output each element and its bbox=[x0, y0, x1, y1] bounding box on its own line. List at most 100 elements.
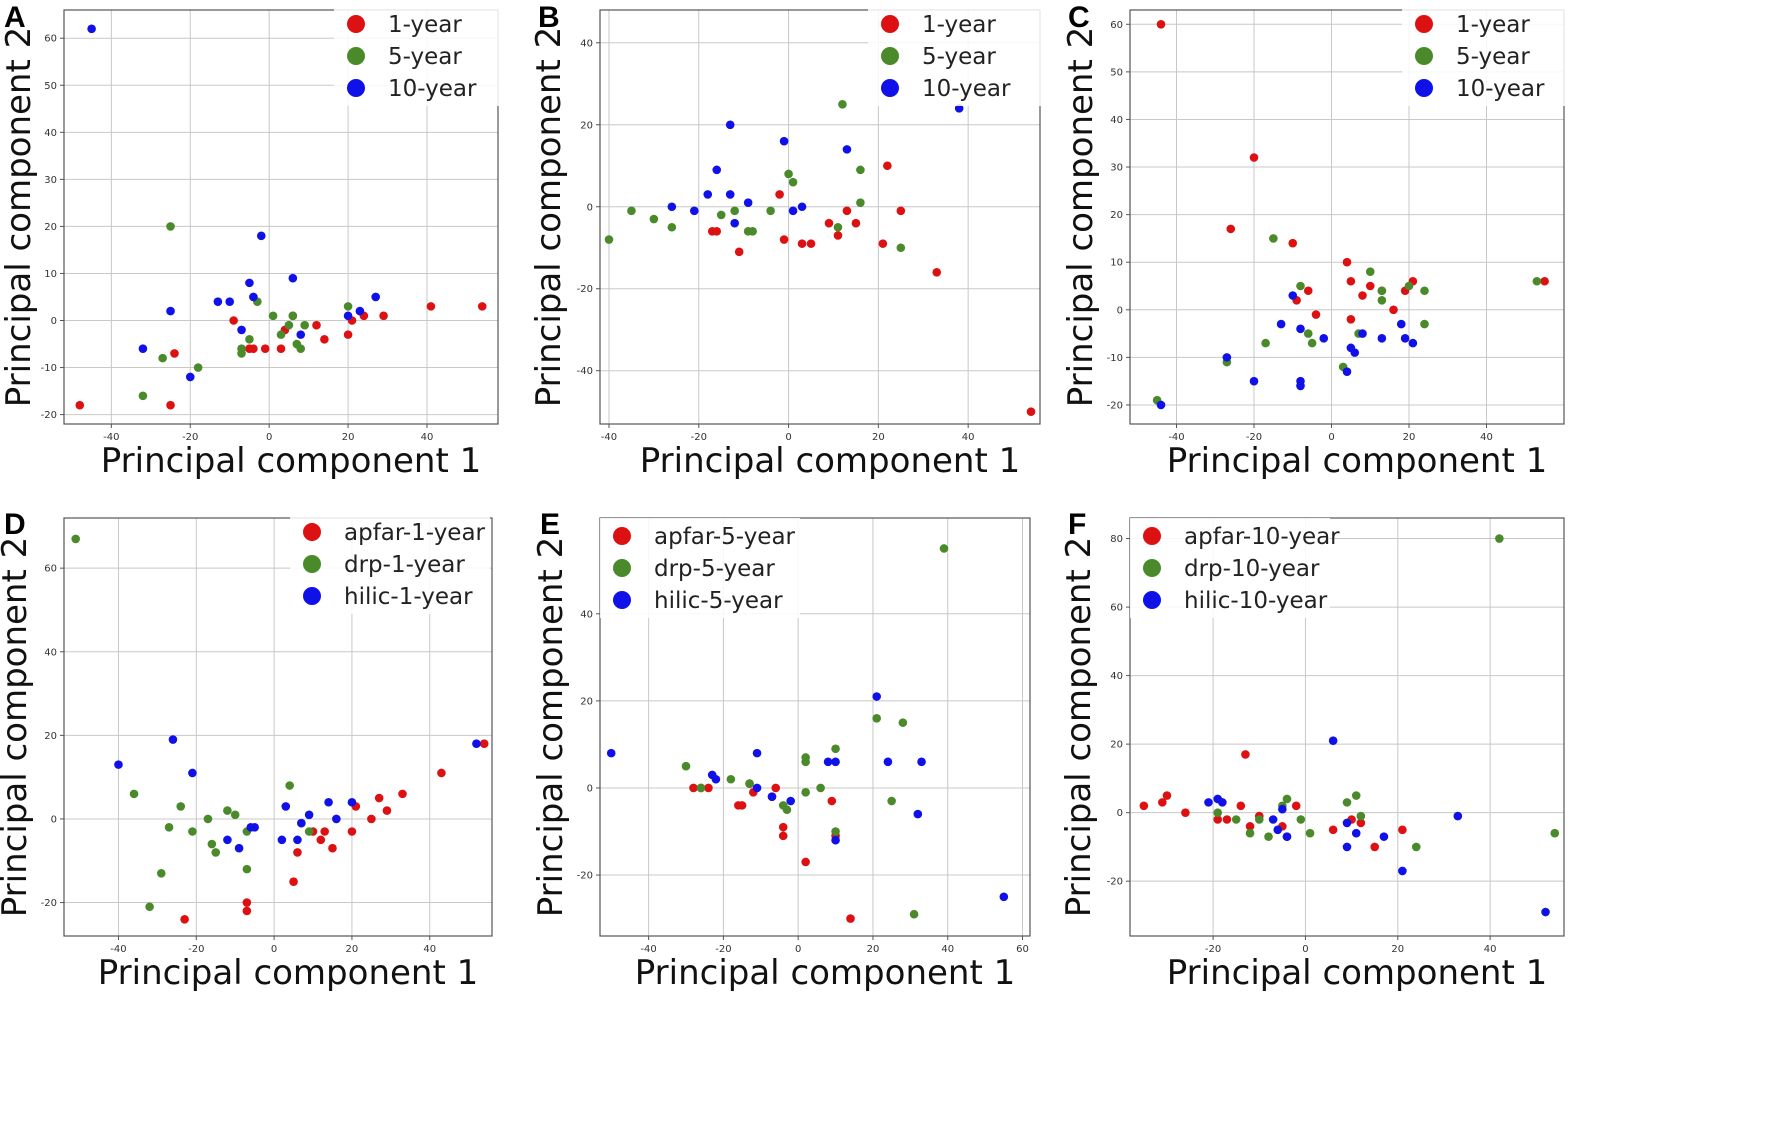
data-point-green bbox=[748, 227, 757, 236]
data-point-blue bbox=[752, 748, 762, 758]
y-tick-label: 60 bbox=[44, 564, 57, 575]
data-point-red bbox=[398, 789, 407, 799]
data-point-blue bbox=[1319, 334, 1329, 343]
data-point-red bbox=[242, 898, 252, 907]
legend-marker-green bbox=[613, 559, 631, 577]
data-point-blue bbox=[725, 120, 735, 130]
y-tick-label: -20 bbox=[1107, 400, 1123, 411]
data-point-blue bbox=[166, 306, 175, 316]
x-tick-label: 0 bbox=[271, 944, 277, 955]
y-axis-label: Principal component 2 bbox=[0, 537, 35, 917]
data-point-red bbox=[320, 335, 329, 344]
data-point-green bbox=[1495, 534, 1504, 543]
x-tick-label: -20 bbox=[1246, 432, 1262, 443]
data-point-red bbox=[1162, 791, 1172, 800]
legend: apfar-5-year drp-5-year hilic-5-year bbox=[600, 518, 800, 618]
data-point-green bbox=[268, 311, 278, 321]
x-tick-label: -40 bbox=[103, 432, 119, 443]
data-point-blue bbox=[277, 835, 287, 845]
data-point-green bbox=[604, 235, 614, 244]
data-point-blue bbox=[1276, 319, 1286, 329]
data-point-red bbox=[316, 835, 326, 845]
data-point-red bbox=[1213, 815, 1223, 824]
x-tick-label: -40 bbox=[1168, 432, 1184, 443]
data-point-green bbox=[230, 810, 240, 820]
x-tick-label: 0 bbox=[795, 944, 801, 955]
data-point-blue bbox=[767, 792, 777, 801]
data-point-green bbox=[285, 781, 294, 790]
data-point-green bbox=[211, 848, 221, 857]
data-point-red bbox=[1389, 305, 1398, 315]
data-point-green bbox=[627, 206, 636, 216]
y-tick-label: 0 bbox=[51, 316, 57, 327]
y-tick-label: 40 bbox=[580, 609, 593, 620]
legend-marker-blue bbox=[881, 79, 899, 97]
y-tick-label: 40 bbox=[1110, 671, 1123, 682]
y-tick-label: 0 bbox=[587, 783, 593, 794]
data-point-red bbox=[166, 400, 175, 410]
data-point-green bbox=[158, 353, 167, 363]
legend-label: apfar-5-year bbox=[654, 524, 796, 550]
data-point-blue bbox=[689, 206, 699, 216]
data-point-blue bbox=[606, 748, 616, 758]
data-point-red bbox=[827, 796, 837, 806]
data-point-green bbox=[896, 243, 906, 253]
data-point-red bbox=[824, 218, 834, 228]
data-point-green bbox=[1213, 808, 1223, 817]
data-point-blue bbox=[1396, 319, 1406, 329]
y-tick-label: 40 bbox=[580, 38, 593, 49]
y-tick-label: 40 bbox=[1110, 115, 1123, 126]
data-point-green bbox=[203, 814, 213, 824]
legend-marker-blue bbox=[1143, 591, 1161, 609]
data-point-blue bbox=[185, 372, 195, 382]
data-point-blue bbox=[999, 892, 1009, 902]
y-tick-label: 0 bbox=[51, 814, 57, 825]
legend-marker-green bbox=[303, 555, 321, 573]
data-point-red bbox=[328, 843, 337, 853]
data-point-blue bbox=[1249, 376, 1259, 386]
data-point-blue bbox=[234, 843, 244, 853]
data-point-blue bbox=[256, 231, 266, 241]
x-axis-label: Principal component 1 bbox=[101, 441, 481, 481]
y-tick-label: -40 bbox=[577, 366, 593, 377]
panel-B: -40 -20 0 20 40 -40 -20 0 20 40 1-year 5-year 10-yea… bbox=[529, 1, 1048, 481]
data-point-green bbox=[898, 718, 908, 727]
x-tick-label: -40 bbox=[640, 944, 656, 955]
panel-letter: E bbox=[540, 508, 560, 541]
data-point-red bbox=[842, 206, 852, 216]
data-point-blue bbox=[1268, 815, 1278, 824]
data-point-red bbox=[437, 768, 446, 778]
data-point-green bbox=[784, 169, 793, 179]
y-axis-label: Principal component 2 bbox=[1059, 537, 1099, 917]
data-point-blue bbox=[138, 344, 148, 354]
data-point-blue bbox=[371, 292, 380, 302]
data-point-green bbox=[145, 902, 154, 912]
y-tick-label: 20 bbox=[44, 731, 57, 742]
data-point-blue bbox=[223, 835, 232, 845]
data-point-red bbox=[771, 783, 781, 793]
data-point-green bbox=[681, 761, 691, 771]
data-point-blue bbox=[1358, 329, 1367, 338]
legend-marker-blue bbox=[303, 587, 321, 605]
x-tick-label: -40 bbox=[601, 432, 617, 443]
data-point-red bbox=[1356, 818, 1366, 828]
data-point-blue bbox=[1282, 832, 1292, 841]
data-point-blue bbox=[1328, 736, 1338, 746]
data-point-red bbox=[75, 400, 85, 410]
data-point-green bbox=[1305, 828, 1315, 838]
data-point-red bbox=[1346, 315, 1356, 324]
data-point-blue bbox=[293, 835, 302, 845]
data-point-red bbox=[851, 218, 861, 228]
data-point-blue bbox=[823, 757, 833, 767]
data-point-green bbox=[856, 198, 865, 207]
data-point-green bbox=[1303, 329, 1313, 338]
data-point-green bbox=[887, 796, 896, 806]
data-point-green bbox=[1296, 815, 1306, 824]
y-tick-label: -20 bbox=[41, 410, 57, 421]
data-point-blue bbox=[703, 190, 713, 199]
x-tick-label: 0 bbox=[266, 432, 272, 443]
panel-C: -40 -20 0 20 40 -20 -10 0 10 20 30 40 50 60 1-year 5-ye… bbox=[1061, 1, 1582, 481]
y-tick-label: 20 bbox=[580, 120, 593, 131]
data-point-blue bbox=[324, 797, 333, 807]
data-point-green bbox=[782, 805, 792, 815]
